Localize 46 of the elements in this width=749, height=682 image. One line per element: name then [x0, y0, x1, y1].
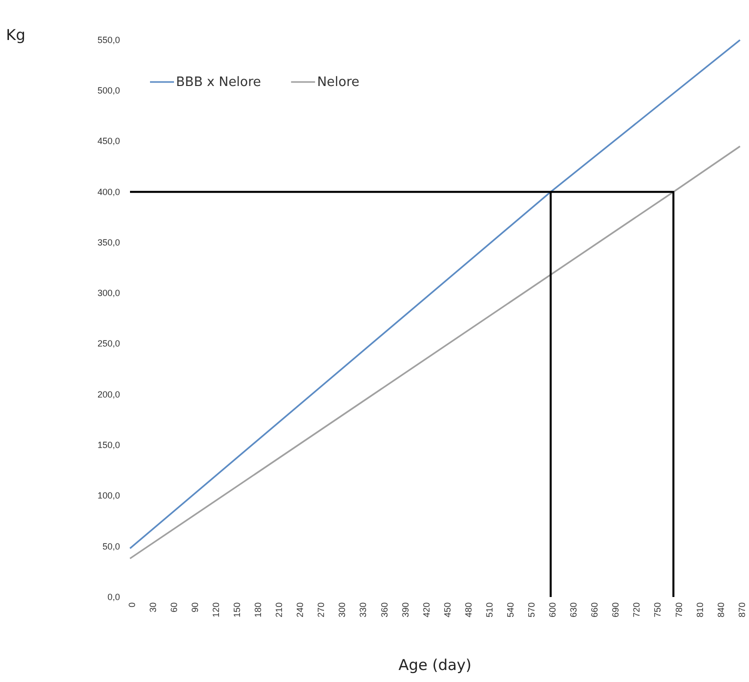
legend-label: BBB x Nelore — [176, 75, 262, 90]
x-axis-title: Age (day) — [398, 656, 472, 674]
x-tick-label: 570 — [526, 602, 537, 618]
x-tick-label: 240 — [295, 602, 306, 618]
y-tick-label: 250,0 — [97, 338, 120, 349]
x-tick-label: 210 — [274, 602, 284, 618]
x-tick-label: 60 — [168, 602, 179, 612]
x-tick-label: 270 — [316, 602, 326, 618]
y-tick-label: 50,0 — [102, 541, 120, 552]
y-tick-label: 550,0 — [97, 34, 120, 45]
x-tick-label: 780 — [674, 602, 684, 618]
y-tick-label: 400,0 — [97, 186, 120, 197]
x-tick-label: 810 — [694, 602, 705, 618]
y-tick-label: 500,0 — [97, 86, 120, 96]
x-tick-label: 120 — [210, 602, 221, 618]
y-tick-label: 0,0 — [107, 592, 120, 602]
x-tick-label: 540 — [505, 602, 516, 618]
x-tick-label: 90 — [190, 602, 200, 612]
y-tick-label: 300,0 — [97, 288, 120, 298]
x-tick-label: 870 — [736, 602, 747, 618]
y-tick-label: 100,0 — [97, 490, 120, 501]
x-tick-label: 840 — [716, 602, 726, 618]
x-tick-label: 330 — [358, 602, 368, 618]
y-axis-title: Kg — [6, 26, 26, 44]
x-tick-label: 30 — [148, 602, 158, 612]
x-tick-label: 360 — [379, 602, 390, 618]
x-tick-label: 630 — [568, 602, 579, 618]
y-tick-label: 200,0 — [97, 389, 120, 400]
x-tick-label: 600 — [548, 602, 558, 618]
x-tick-label: 720 — [632, 602, 642, 618]
x-tick-label: 750 — [652, 602, 663, 618]
y-tick-label: 450,0 — [97, 136, 120, 146]
x-tick-label: 480 — [463, 602, 474, 618]
x-tick-label: 390 — [400, 602, 410, 618]
x-tick-label: 690 — [610, 602, 621, 618]
legend-label: Nelore — [317, 75, 360, 90]
x-tick-label: 0 — [126, 602, 137, 608]
x-tick-label: 510 — [484, 602, 494, 618]
x-tick-label: 420 — [421, 602, 432, 618]
y-tick-label: 150,0 — [97, 440, 120, 450]
x-tick-label: 660 — [590, 602, 600, 618]
x-tick-label: 150 — [232, 602, 242, 618]
x-tick-label: 300 — [337, 602, 348, 618]
y-tick-label: 350,0 — [97, 237, 120, 248]
x-tick-label: 180 — [253, 602, 264, 618]
x-tick-label: 450 — [442, 602, 452, 618]
